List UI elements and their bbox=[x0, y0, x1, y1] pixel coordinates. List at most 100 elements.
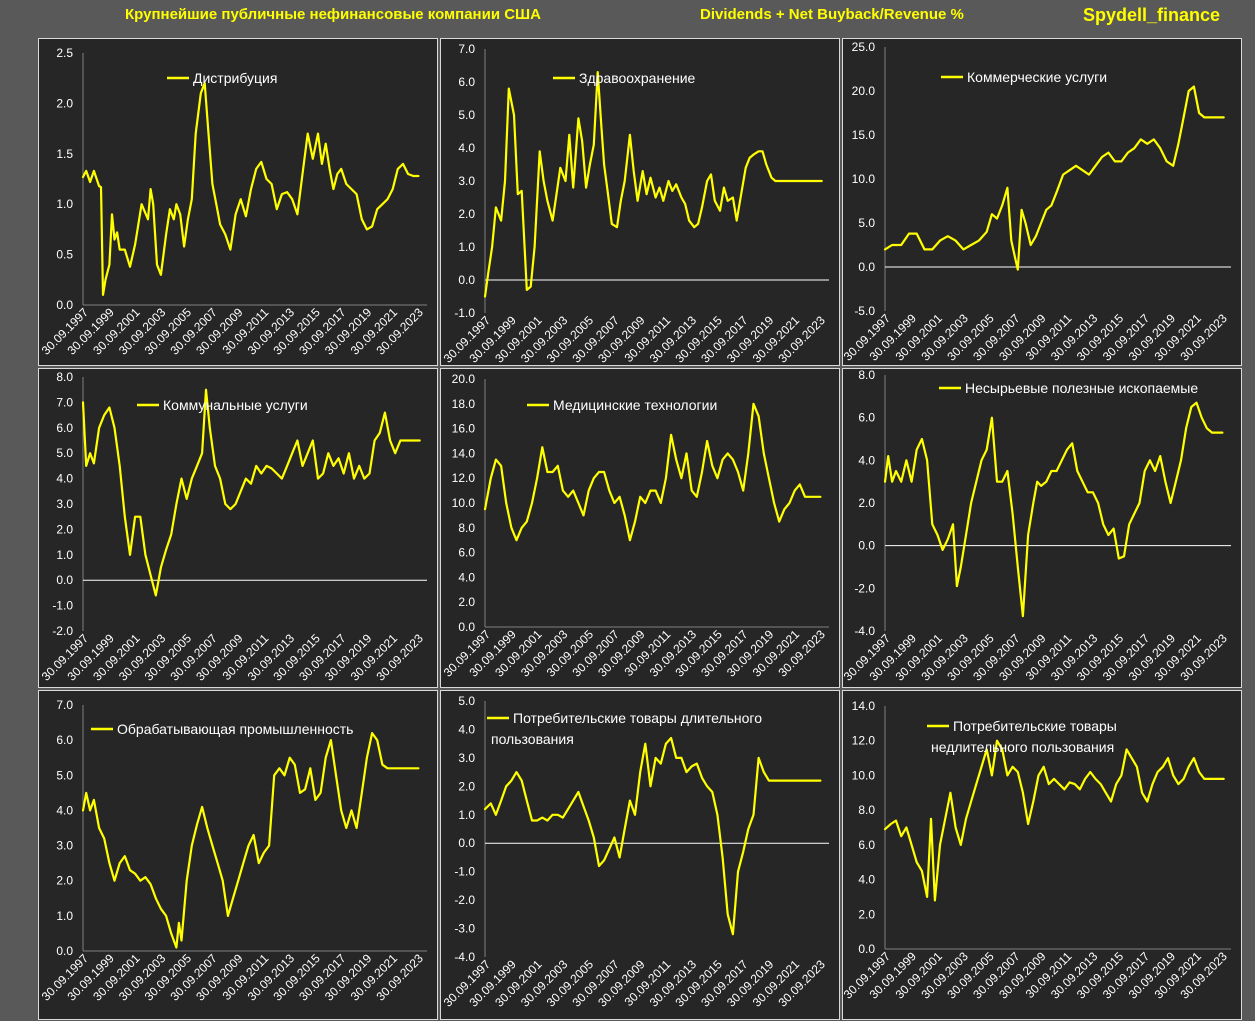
y-tick-label: 6.0 bbox=[56, 421, 73, 435]
y-tick-label: 1.0 bbox=[56, 548, 73, 562]
legend-label: Дистрибуция bbox=[193, 70, 277, 86]
chart-panel-commercial-services: 25.0 20.0 15.0 10.0 5.0 0.0 -5.0 30.09.1997 30.0… bbox=[842, 38, 1242, 366]
y-tick-label: 1.5 bbox=[56, 147, 73, 161]
y-tick-label: 2.0 bbox=[56, 874, 73, 888]
y-tick-label: 3.0 bbox=[56, 497, 73, 511]
y-tick-label: 3.0 bbox=[56, 839, 73, 853]
y-tick-label: 0.5 bbox=[56, 248, 73, 262]
series-line bbox=[483, 402, 822, 542]
y-tick-label: -4.0 bbox=[854, 624, 875, 638]
series-line bbox=[883, 739, 1225, 902]
chart-panel-healthcare: 7.0 6.0 5.0 4.0 3.0 2.0 1.0 0.0 -1.0 30.09.1997 30… bbox=[440, 38, 840, 366]
y-tick-label: 4.0 bbox=[458, 722, 475, 736]
series-line bbox=[483, 736, 822, 936]
chart-title: Крупнейшие публичные нефинансовые компан… bbox=[125, 6, 541, 23]
series-line bbox=[883, 401, 1224, 618]
y-tick-label: 10.0 bbox=[452, 496, 476, 510]
y-tick-label: 0.0 bbox=[458, 836, 475, 850]
y-tick-label: 20.0 bbox=[852, 84, 876, 98]
y-tick-label: 5.0 bbox=[56, 446, 73, 460]
series-line bbox=[483, 70, 823, 298]
y-tick-label: 0.0 bbox=[458, 273, 475, 287]
y-tick-label: -1.0 bbox=[454, 306, 475, 320]
y-tick-label: 12.0 bbox=[852, 734, 876, 748]
legend-label: Обрабатывающая промышленность bbox=[117, 721, 353, 737]
y-tick-label: 10.0 bbox=[852, 172, 876, 186]
y-tick-label: 2.0 bbox=[458, 595, 475, 609]
legend-label: недлительного пользования bbox=[931, 739, 1114, 755]
y-tick-label: 20.0 bbox=[452, 372, 476, 386]
y-tick-label: 0.0 bbox=[858, 260, 875, 274]
chart-svg-healthcare: 7.06.05.04.03.02.01.00.0-1.030.09.199730… bbox=[441, 42, 829, 366]
y-tick-label: 2.0 bbox=[858, 496, 875, 510]
y-tick-label: 15.0 bbox=[852, 128, 876, 142]
y-tick-label: 8.0 bbox=[858, 803, 875, 817]
y-tick-label: 2.5 bbox=[56, 46, 73, 60]
y-tick-label: 4.0 bbox=[56, 472, 73, 486]
y-tick-label: 5.0 bbox=[858, 216, 875, 230]
legend-label: Потребительские товары длительного bbox=[513, 710, 762, 726]
brand-label: Spydell_finance bbox=[1083, 5, 1221, 25]
y-tick-label: 5.0 bbox=[458, 694, 475, 708]
y-tick-label: 2.0 bbox=[56, 522, 73, 536]
y-tick-label: 25.0 bbox=[852, 40, 876, 54]
y-tick-label: 6.0 bbox=[858, 838, 875, 852]
y-tick-label: 8.0 bbox=[858, 369, 875, 382]
legend-label: Потребительские товары bbox=[953, 718, 1117, 734]
y-tick-label: 0.0 bbox=[858, 942, 875, 956]
y-tick-label: -3.0 bbox=[454, 922, 475, 936]
series-line bbox=[81, 388, 421, 597]
y-tick-label: 0.0 bbox=[56, 298, 73, 312]
chart-panel-consumer-non-durables: 14.0 12.0 10.0 8.0 6.0 4.0 2.0 0.0 30.09.1997 30.… bbox=[842, 690, 1242, 1020]
legend-label: Коммунальные услуги bbox=[163, 397, 308, 413]
y-tick-label: 18.0 bbox=[452, 397, 476, 411]
y-tick-label: 1.0 bbox=[458, 240, 475, 254]
y-tick-label: 6.0 bbox=[56, 733, 73, 747]
series-line bbox=[81, 82, 420, 296]
y-tick-label: 8.0 bbox=[56, 370, 73, 384]
y-tick-label: 10.0 bbox=[852, 768, 876, 782]
legend-label: Несырьевые полезные ископаемые bbox=[965, 380, 1198, 396]
y-tick-label: 7.0 bbox=[56, 698, 73, 712]
y-tick-label: -5.0 bbox=[854, 304, 875, 318]
y-tick-label: 2.0 bbox=[458, 779, 475, 793]
y-tick-label: 6.0 bbox=[458, 75, 475, 89]
chart-svg-distribution: 2.52.01.51.00.50.030.09.199730.09.199930… bbox=[39, 46, 427, 358]
y-tick-label: -1.0 bbox=[52, 599, 73, 613]
chart-svg-medical-technology: 20.018.016.014.012.010.08.06.04.02.00.03… bbox=[441, 372, 829, 680]
chart-panel-medical-technology: 20.0 18.0 16.0 14.0 12.0 10.0 8.0 6.0 4.0 2.0 0.0 3… bbox=[440, 368, 840, 688]
y-tick-label: 2.0 bbox=[858, 907, 875, 921]
metric-title: Dividends + Net Buyback/Revenue % bbox=[700, 6, 964, 23]
chart-panel-process-industries: 7.0 6.0 5.0 4.0 3.0 2.0 1.0 0.0 30.09.1997 30.09.… bbox=[38, 690, 438, 1020]
y-tick-label: 1.0 bbox=[56, 909, 73, 923]
series-line bbox=[81, 731, 420, 949]
y-tick-label: 0.0 bbox=[858, 539, 875, 553]
chart-panel-non-energy-minerals: 8.0 6.0 4.0 2.0 0.0 -2.0 -4.0 30.09.1997 30.09.1… bbox=[842, 368, 1242, 688]
chart-svg-consumer-durables: 5.04.03.02.01.00.0-1.0-2.0-3.0-4.030.09.… bbox=[441, 694, 829, 1010]
y-tick-label: 0.0 bbox=[56, 944, 73, 958]
legend-label: Медицинские технологии bbox=[553, 397, 717, 413]
chart-svg-commercial-services: 25.020.015.010.05.00.0-5.030.09.199730.0… bbox=[843, 40, 1231, 364]
y-tick-label: 12.0 bbox=[452, 471, 476, 485]
y-tick-label: 2.0 bbox=[56, 96, 73, 110]
y-tick-label: 2.0 bbox=[458, 207, 475, 221]
chart-svg-utilities: 8.07.06.05.04.03.02.01.00.0-1.0-2.030.09… bbox=[39, 370, 427, 684]
chart-panel-utilities: 8.0 7.0 6.0 5.0 4.0 3.0 2.0 1.0 0.0 -1.0 -2.0 30.09… bbox=[38, 368, 438, 688]
legend-label: Коммерческие услуги bbox=[967, 69, 1107, 85]
y-tick-label: 6.0 bbox=[458, 546, 475, 560]
y-tick-label: 14.0 bbox=[852, 699, 876, 713]
y-tick-label: 4.0 bbox=[858, 453, 875, 467]
y-tick-label: 0.0 bbox=[458, 620, 475, 634]
y-tick-label: 4.0 bbox=[458, 570, 475, 584]
chart-svg-consumer-non-durables: 14.012.010.08.06.04.02.00.030.09.199730.… bbox=[843, 699, 1231, 1002]
y-tick-label: -4.0 bbox=[454, 950, 475, 964]
y-tick-label: 1.0 bbox=[56, 197, 73, 211]
y-tick-label: 0.0 bbox=[56, 573, 73, 587]
series-line bbox=[883, 85, 1225, 271]
y-tick-label: 4.0 bbox=[858, 873, 875, 887]
y-tick-label: 7.0 bbox=[458, 42, 475, 56]
y-tick-label: 3.0 bbox=[458, 751, 475, 765]
y-tick-label: 1.0 bbox=[458, 808, 475, 822]
chart-svg-non-energy-minerals: 8.06.04.02.00.0-2.0-4.030.09.199730.09.1… bbox=[843, 369, 1231, 684]
y-tick-label: 3.0 bbox=[458, 174, 475, 188]
